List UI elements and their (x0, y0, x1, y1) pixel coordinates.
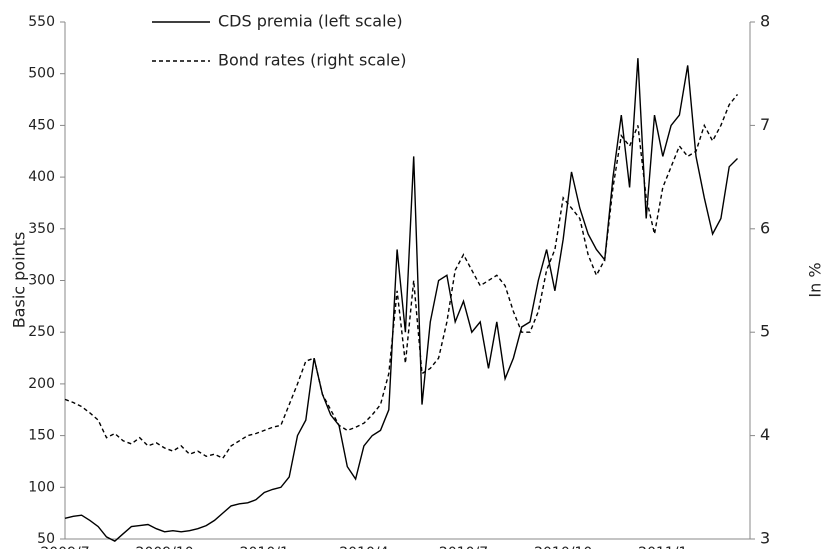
x-tick-label: 2010/10 (534, 545, 592, 549)
y-tick-label: 200 (28, 376, 55, 392)
y2-tick-label: 3 (760, 529, 770, 548)
y-tick-label: 250 (28, 324, 55, 340)
y2-tick-label: 5 (760, 322, 770, 341)
y2-tick-label: 8 (760, 12, 770, 31)
x-tick-label: 2009/7 (40, 545, 89, 549)
y2-tick-label: 6 (760, 218, 770, 237)
y-axis-label: Basic points (10, 232, 29, 329)
legend-label: Bond rates (right scale) (218, 51, 406, 70)
legend-label: CDS premia (left scale) (218, 12, 403, 31)
y-tick-label: 550 (28, 14, 55, 30)
y2-tick-label: 4 (760, 425, 770, 444)
y-tick-label: 400 (28, 169, 55, 185)
y-tick-label: 350 (28, 221, 55, 237)
y2-axis-label: In % (806, 262, 825, 297)
series-line (64, 58, 738, 542)
y-tick-label: 100 (28, 479, 55, 495)
y-tick-label: 500 (28, 66, 55, 82)
x-tick-label: 2010/4 (339, 545, 388, 549)
y-tick-label: 50 (37, 531, 55, 547)
y-tick-label: 300 (28, 273, 55, 289)
y-tick-label: 450 (28, 117, 55, 133)
x-tick-label: 2011/1 (638, 545, 687, 549)
y2-tick-label: 7 (760, 115, 770, 134)
y-tick-label: 150 (28, 428, 55, 444)
x-tick-label: 2009/10 (136, 545, 194, 549)
series-line (64, 93, 739, 460)
x-tick-label: 2010/1 (240, 545, 289, 549)
x-tick-label: 2010/7 (439, 545, 488, 549)
